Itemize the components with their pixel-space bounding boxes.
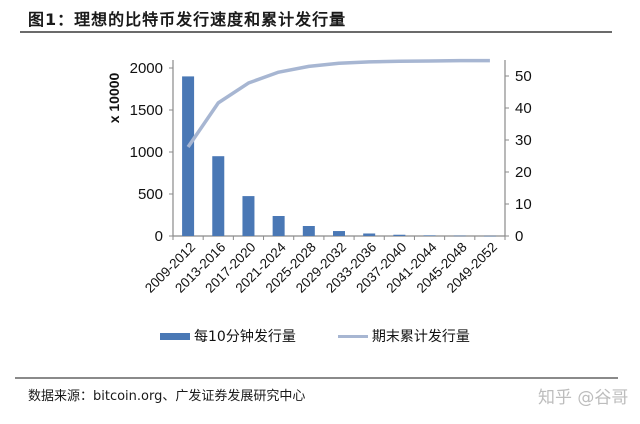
legend-item-line: 期末累计发行量 (337, 326, 470, 346)
bar (393, 234, 406, 236)
left-tick-label: 2000 (130, 60, 163, 77)
right-tick-label: 0 (515, 228, 523, 245)
chart-legend: 每10分钟发行量 期末累计发行量 (160, 326, 512, 346)
left-tick-label: 1000 (130, 144, 163, 161)
bar (363, 233, 376, 236)
right-tick-label: 40 (515, 100, 532, 117)
legend-bar-label: 每10分钟发行量 (194, 329, 296, 345)
y-axis-label: x 10000 (106, 72, 122, 123)
legend-line-swatch (337, 334, 368, 338)
chart-title: 图1：理想的比特币发行速度和累计发行量 (28, 10, 347, 29)
bar (272, 216, 285, 236)
legend-line-label: 期末累计发行量 (371, 329, 470, 345)
bar (182, 76, 195, 237)
right-tick-label: 10 (515, 196, 532, 213)
title-divider (20, 31, 612, 33)
right-tick-label: 20 (515, 164, 532, 181)
bar (333, 231, 345, 236)
cumulative-line (186, 58, 490, 149)
legend-item-bar: 每10分钟发行量 (160, 326, 296, 346)
right-tick-label: 50 (515, 68, 532, 85)
legend-bar-swatch (160, 332, 190, 340)
bar (453, 235, 466, 237)
bar (242, 196, 255, 236)
left-tick-label: 500 (138, 186, 163, 203)
bar (423, 235, 436, 236)
left-tick-label: 0 (155, 228, 163, 245)
bar (212, 156, 225, 236)
watermark: 知乎 @谷哥 (538, 388, 629, 408)
bar (483, 235, 496, 237)
bar (302, 226, 315, 236)
footer-divider (15, 377, 618, 379)
left-tick-label: 1500 (130, 102, 163, 119)
right-tick-label: 30 (515, 132, 532, 149)
data-source: 数据来源：bitcoin.org、广发证券发展研究中心 (28, 389, 306, 404)
